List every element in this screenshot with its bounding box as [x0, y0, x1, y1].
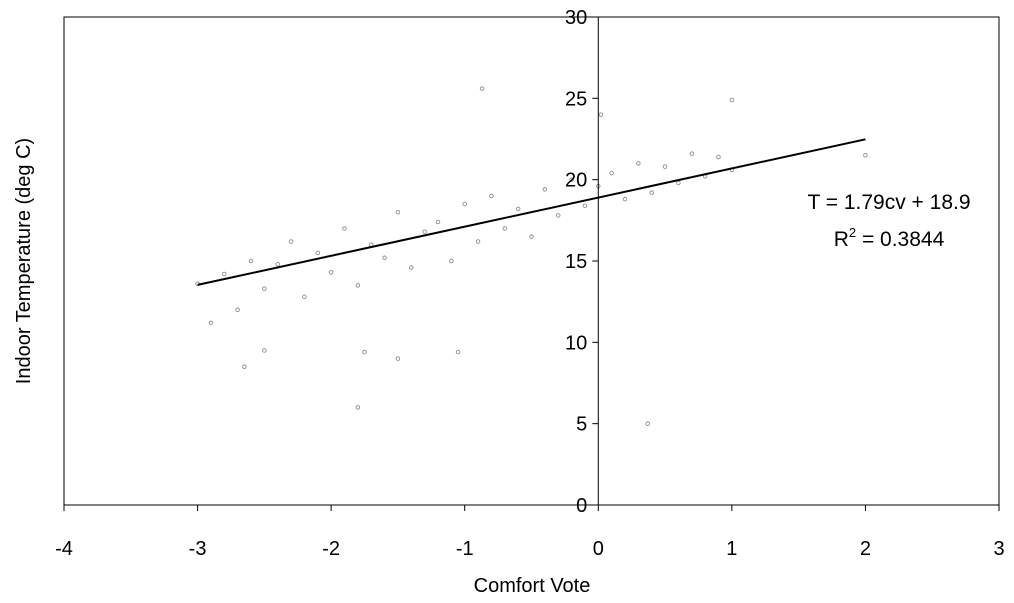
data-point [422, 229, 427, 234]
data-point [248, 258, 254, 264]
data-point [355, 405, 361, 410]
y-tick-label: 25 [565, 88, 587, 110]
x-tick-label: 2 [860, 538, 871, 560]
data-point [395, 356, 401, 361]
y-tick-label: 20 [565, 170, 587, 192]
data-point [676, 180, 681, 186]
trend-line [197, 138, 866, 286]
data-point [689, 151, 695, 156]
x-tick-label: 3 [993, 538, 1004, 560]
data-point [582, 203, 588, 208]
data-point [479, 86, 485, 91]
data-point [302, 294, 307, 300]
data-point [355, 283, 361, 288]
r-squared-superscript: 2 [849, 225, 856, 240]
r-squared-value: = 0.3844 [856, 228, 944, 251]
x-tick-label: -4 [55, 538, 73, 560]
data-point [569, 177, 574, 182]
data-point [598, 112, 604, 117]
data-point [435, 219, 441, 225]
data-point [662, 164, 668, 169]
x-tick-label: -2 [322, 538, 340, 560]
y-tick-label: 15 [565, 251, 587, 273]
data-point [455, 349, 461, 355]
data-point [529, 234, 534, 239]
data-point [262, 348, 267, 353]
x-tick-label: 0 [593, 538, 604, 560]
data-point [395, 209, 401, 215]
x-axis-title: Comfort Vote [474, 575, 591, 597]
y-tick-label: 30 [565, 7, 587, 29]
y-axis-title: Indoor Temperature (deg C) [13, 138, 35, 384]
data-point [262, 286, 267, 291]
data-point [222, 271, 227, 277]
y-tick-label: 5 [576, 414, 587, 436]
data-point [716, 154, 721, 160]
data-point [382, 255, 387, 260]
data-point [645, 421, 650, 426]
data-point [409, 265, 414, 270]
data-point [449, 258, 454, 264]
data-point [315, 250, 321, 256]
data-point [462, 201, 467, 207]
y-tick-label: 0 [576, 495, 587, 517]
data-point [208, 320, 214, 326]
data-point [729, 97, 735, 103]
plot-area-frame [63, 16, 1000, 506]
data-point [275, 262, 280, 267]
data-point [489, 193, 494, 199]
x-tick-label: -3 [189, 538, 207, 560]
data-point [502, 226, 508, 231]
data-points [195, 86, 868, 426]
data-point [342, 226, 347, 231]
data-point [863, 153, 868, 158]
data-point [362, 349, 367, 355]
data-point [622, 196, 628, 202]
data-point [242, 364, 247, 369]
data-point [555, 213, 561, 218]
data-point [235, 307, 240, 313]
data-point [636, 161, 641, 166]
data-point [542, 187, 548, 192]
r-squared-symbol: R [834, 228, 849, 251]
data-point [328, 270, 334, 275]
trend-equation: T = 1.79cv + 18.9 [807, 191, 970, 214]
x-tick-label: -1 [456, 538, 474, 560]
data-point [649, 190, 654, 195]
x-tick-label: 1 [726, 538, 737, 560]
y-axis-ticks: 0 5 10 15 20 25 30 [565, 7, 599, 517]
r-squared-label: R2 = 0.3844 [834, 225, 945, 251]
data-point [609, 170, 614, 176]
data-point [515, 206, 521, 212]
y-tick-label: 10 [565, 332, 587, 354]
x-axis-ticks: -4 -3 -2 -1 0 1 2 3 [55, 505, 1005, 560]
data-point [475, 239, 481, 244]
data-point [288, 239, 294, 244]
